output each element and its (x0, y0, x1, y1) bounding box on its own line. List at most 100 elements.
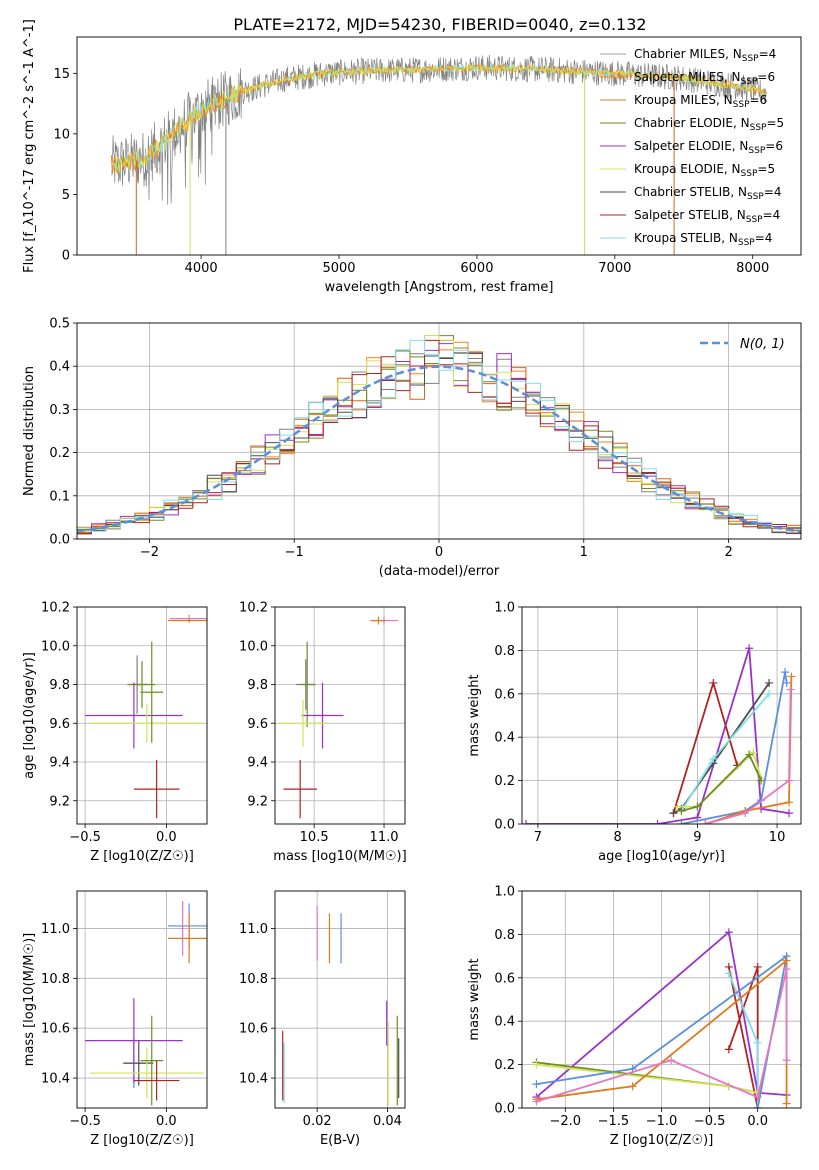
series-line (681, 753, 762, 812)
y-axis-label: Flux [f_λ10^-17 erg cm^-2 s^-1 A^-1] (22, 19, 37, 273)
series-marker (785, 798, 794, 807)
x-tick-label: −1.0 (646, 1114, 678, 1129)
series-marker (724, 969, 733, 978)
hist-step (77, 339, 801, 534)
axes-frame (76, 890, 208, 1109)
series-marker (782, 1099, 791, 1108)
y-tick-label: 0.1 (49, 489, 70, 504)
series-marker (753, 1038, 762, 1047)
x-axis-label: mass [log10(M/M☉)] (273, 849, 406, 864)
series-line (535, 930, 787, 1098)
plot-area (85, 614, 207, 819)
series-marker (782, 965, 791, 974)
legend-eq: =4 (764, 185, 782, 199)
series-marker (753, 1093, 762, 1102)
series-marker (532, 1080, 541, 1089)
y-tick-label: 0.5 (49, 317, 70, 332)
y-axis-label: age [log10(age/yr)] (22, 652, 37, 779)
x-tick-label: −0.5 (694, 1114, 726, 1129)
x-tick-label: 8 (614, 830, 622, 845)
y-tick-label: 11.0 (41, 922, 70, 937)
x-tick-label: 4000 (185, 261, 218, 276)
chart-residual-hist: −2 −1 0 1 2 0.0 0.1 0.2 0.3 0.4 0.5 N(0, 1) (data-mo… (22, 317, 802, 579)
x-tick-label: 7000 (598, 261, 631, 276)
y-tick-label: 10.8 (239, 972, 268, 987)
series-marker (787, 672, 796, 681)
legend-entry: Salpeter ELODIE, NSSP=6 (634, 139, 783, 156)
spectrum-line-model (111, 62, 767, 174)
y-tick-label: 0.8 (494, 644, 515, 659)
error-bar-point (85, 998, 183, 1084)
y-tick-label: 5 (62, 188, 70, 203)
y-tick-label: 0.4 (494, 1015, 515, 1030)
legend-eq: =6 (757, 70, 775, 84)
legend-sub: SSP (746, 215, 763, 225)
x-tick-label: 1 (580, 545, 588, 560)
legend-eq: =6 (765, 139, 783, 153)
x-tick-label: 5000 (322, 261, 355, 276)
series-marker (745, 750, 754, 759)
legend-label: Chabrier STELIB, N (634, 185, 747, 199)
error-bar-point (181, 900, 185, 956)
legend-sub: SSP (742, 54, 759, 64)
legend-label: Chabrier MILES, N (634, 47, 742, 61)
y-tick-label: 10.4 (41, 1072, 70, 1087)
x-tick-label: 0.04 (373, 1114, 402, 1129)
axes-frame (76, 606, 208, 825)
legend-sub: SSP (741, 77, 758, 87)
chart-spectrum: 4000 5000 6000 7000 8000 0 5 10 15 Chabrier MILES… (22, 19, 802, 295)
y-tick-label: 9.6 (247, 717, 268, 732)
legend-label: Kroupa MILES, N (634, 93, 733, 107)
plot-area (111, 54, 767, 255)
legend-eq: =5 (766, 116, 784, 130)
series-marker (741, 809, 750, 818)
legend-entry: Salpeter MILES, NSSP=6 (634, 70, 775, 87)
y-tick-label: 10.6 (239, 1022, 268, 1037)
legend-label: Salpeter MILES, N (634, 70, 741, 84)
series-line (705, 689, 792, 824)
x-tick-label: 7 (534, 830, 542, 845)
series-marker (745, 644, 754, 653)
series-marker (677, 806, 686, 815)
legend-entry: Kroupa MILES, NSSP=6 (634, 93, 767, 110)
y-tick-label: 9.4 (247, 756, 268, 771)
x-axis-label: Z [log10(Z/Z☉)] (90, 1133, 194, 1148)
y-tick-label: 0 (62, 249, 70, 264)
y-tick-label: 15 (53, 67, 70, 82)
y-tick-label: 0.0 (494, 1102, 515, 1117)
y-tick-label: 9.2 (49, 794, 70, 809)
plot-area (532, 928, 791, 1108)
y-tick-label: 10.0 (239, 639, 268, 654)
legend-sub: SSP (747, 192, 764, 202)
series-marker (753, 1104, 762, 1108)
legend-sub: SSP (741, 169, 758, 179)
x-tick-label: −2 (140, 545, 159, 560)
legend-eq: =4 (759, 47, 777, 61)
chart-massweight-vs-age: 7 8 9 10 0.0 0.2 0.4 0.6 0.8 1.0 age [log10(age/yr… (467, 601, 802, 864)
legend-label: N(0, 1) (740, 337, 785, 352)
y-tick-label: 10.8 (41, 972, 70, 987)
error-bar-point (90, 1048, 204, 1099)
x-tick-label: −1 (285, 545, 304, 560)
x-axis-label: E(B-V) (320, 1133, 360, 1148)
series-marker (781, 668, 790, 677)
y-tick-label: 10.6 (41, 1022, 70, 1037)
y-tick-label: 10.4 (239, 1072, 268, 1087)
y-tick-label: 0.6 (494, 687, 515, 702)
error-bar-point (301, 682, 344, 749)
series-marker (757, 776, 766, 785)
legend-eq: =4 (755, 231, 773, 245)
y-axis-label: mass weight (467, 674, 482, 756)
x-tick-label: −2.0 (550, 1114, 582, 1129)
legend-entry: Chabrier ELODIE, NSSP=5 (634, 116, 784, 133)
x-tick-label: 6000 (460, 261, 493, 276)
x-tick-label: 10.5 (300, 830, 329, 845)
series-line (526, 647, 790, 824)
y-tick-label: 9.2 (247, 794, 268, 809)
series-marker (765, 678, 774, 687)
x-axis-label: Z [log10(Z/Z☉)] (90, 849, 194, 864)
x-tick-label: 2 (724, 545, 732, 560)
error-bar-point (129, 661, 155, 708)
series-marker (724, 1045, 733, 1054)
spectrum-line-model (111, 63, 767, 174)
